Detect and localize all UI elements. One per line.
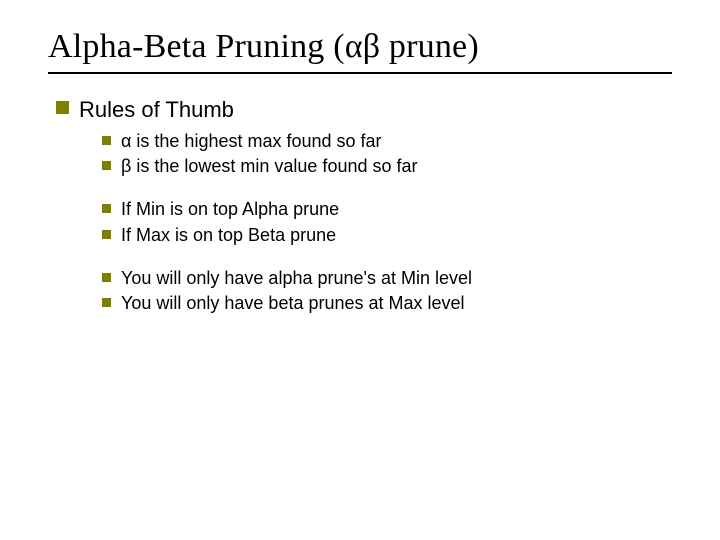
slide-title: Alpha-Beta Pruning (αβ prune) — [48, 28, 672, 66]
list-item: β is the lowest min value found so far — [102, 155, 672, 178]
list-item: If Max is on top Beta prune — [102, 224, 672, 247]
square-bullet-icon — [102, 161, 111, 170]
list-item-text: You will only have beta prunes at Max le… — [121, 292, 465, 315]
square-bullet-icon — [102, 298, 111, 307]
square-bullet-icon — [56, 101, 69, 114]
square-bullet-icon — [102, 136, 111, 145]
list-item-text: If Max is on top Beta prune — [121, 224, 336, 247]
heading-item: Rules of Thumb — [56, 96, 672, 124]
square-bullet-icon — [102, 273, 111, 282]
list-item-text: α is the highest max found so far — [121, 130, 382, 153]
heading-text: Rules of Thumb — [79, 96, 234, 124]
list-item: α is the highest max found so far — [102, 130, 672, 153]
slide: Alpha-Beta Pruning (αβ prune) Rules of T… — [0, 0, 720, 540]
bullet-group-2: If Min is on top Alpha prune If Max is o… — [102, 198, 672, 247]
list-item: You will only have alpha prune's at Min … — [102, 267, 672, 290]
square-bullet-icon — [102, 230, 111, 239]
list-item-text: You will only have alpha prune's at Min … — [121, 267, 472, 290]
list-item-text: If Min is on top Alpha prune — [121, 198, 339, 221]
title-underline — [48, 72, 672, 74]
list-item-text: β is the lowest min value found so far — [121, 155, 418, 178]
square-bullet-icon — [102, 204, 111, 213]
list-item: You will only have beta prunes at Max le… — [102, 292, 672, 315]
bullet-group-3: You will only have alpha prune's at Min … — [102, 267, 672, 316]
list-item: If Min is on top Alpha prune — [102, 198, 672, 221]
bullet-group-1: α is the highest max found so far β is t… — [102, 130, 672, 179]
